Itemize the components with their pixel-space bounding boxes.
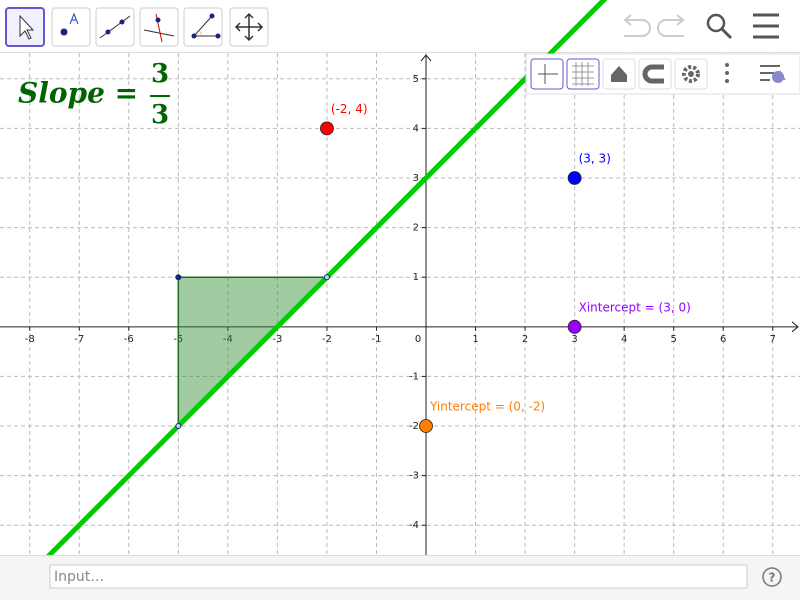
point	[419, 419, 433, 433]
y-tick-label: -1	[409, 371, 419, 382]
x-tick-label: 4	[621, 334, 627, 345]
vertex	[175, 274, 182, 281]
point-label: (-2, 4)	[331, 102, 368, 116]
point-label: Yintercept = (0, -2)	[429, 400, 545, 414]
point	[567, 171, 582, 185]
x-tick-label: -3	[272, 334, 282, 345]
vertex	[323, 274, 330, 281]
settings[interactable]	[674, 58, 708, 90]
point-capturing[interactable]	[638, 58, 672, 90]
redo[interactable]	[657, 14, 685, 37]
denominator: 3	[151, 100, 169, 130]
input-placeholder: Input…	[54, 569, 104, 585]
x-tick-label: -2	[322, 334, 332, 345]
tool-angle[interactable]	[183, 7, 223, 47]
y-tick-label: 3	[413, 173, 419, 184]
y-tick-label: -3	[409, 471, 419, 482]
x-tick-label: 2	[522, 334, 528, 345]
x-tick-label: -4	[223, 334, 233, 345]
standard-view[interactable]	[602, 58, 636, 90]
x-tick-label: -1	[371, 334, 381, 345]
undo[interactable]	[623, 14, 651, 37]
toggle-grid[interactable]	[566, 58, 600, 90]
tool-move-view[interactable]	[229, 7, 269, 47]
numerator: 3	[151, 59, 169, 89]
toggle-style-bar[interactable]	[760, 65, 786, 83]
x-axis-arrow	[791, 321, 799, 333]
point-label: (3, 3)	[579, 152, 611, 166]
tool-move[interactable]	[5, 7, 45, 47]
point-label: Xintercept = (3, 0)	[579, 300, 691, 314]
x-tick-label: 1	[472, 334, 478, 345]
slope-formula: Slope = 3 3	[18, 59, 170, 130]
help-button[interactable]	[762, 567, 782, 587]
y-tick-label: -2	[409, 421, 419, 432]
x-tick-label: 0	[415, 334, 421, 345]
input-field[interactable]	[49, 564, 748, 589]
search[interactable]	[706, 13, 733, 40]
tool-line[interactable]	[95, 7, 135, 47]
vertex	[175, 423, 182, 430]
point	[320, 121, 334, 136]
menu[interactable]	[753, 13, 779, 39]
x-tick-label: 6	[720, 334, 726, 345]
x-tick-label: -7	[74, 334, 84, 345]
x-tick-label: -6	[124, 334, 134, 345]
x-tick-label: 5	[670, 334, 676, 345]
more[interactable]	[725, 63, 729, 83]
y-tick-label: 5	[413, 74, 419, 85]
y-tick-label: -4	[409, 520, 419, 531]
tool-perpendicular[interactable]	[139, 7, 179, 47]
y-axis-arrow	[420, 54, 432, 62]
y-tick-label: 2	[413, 223, 419, 234]
y-tick-label: 1	[413, 272, 419, 283]
x-tick-label: -8	[25, 334, 35, 345]
point	[567, 319, 582, 334]
x-tick-label: 3	[571, 334, 577, 345]
x-tick-label: 7	[770, 334, 776, 345]
help-text: ?	[769, 571, 776, 585]
tool-point[interactable]	[51, 7, 91, 47]
toggle-axes[interactable]	[530, 58, 564, 90]
slope-text: Slope =	[18, 77, 138, 110]
y-tick-label: 4	[413, 123, 419, 134]
style-bar	[525, 53, 800, 95]
